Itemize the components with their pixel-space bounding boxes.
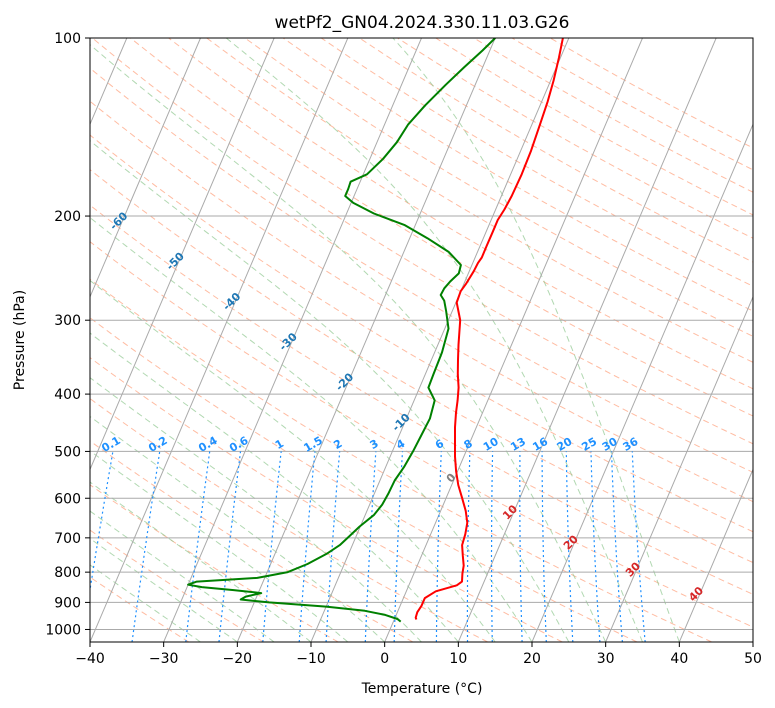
moist-adiabat xyxy=(90,450,349,642)
dry-adiabat xyxy=(168,38,753,390)
x-tick-label: 0 xyxy=(380,651,389,667)
isotherm-label: -70 xyxy=(51,169,74,192)
dry-adiabat xyxy=(90,241,753,628)
x-tick-label: 10 xyxy=(449,651,467,667)
axes: −40 −30 −20 −10 0 10 20 30 40 50 100 200 300 400 500 60… xyxy=(45,31,762,667)
line-labels: 0.10.20.40.611.52346810131620253036-100-… xyxy=(0,129,706,604)
isotherm-label: -20 xyxy=(333,370,356,393)
dry-adiabat xyxy=(90,440,414,642)
mixing-ratio-line xyxy=(519,451,523,642)
dry-adiabat xyxy=(90,484,339,642)
y-tick-label: 700 xyxy=(54,531,81,547)
temperature-label: 20 xyxy=(561,532,581,552)
isotherm-line xyxy=(752,640,753,642)
moist-adiabat xyxy=(90,279,496,642)
x-tick-label: −30 xyxy=(149,651,179,667)
dry-adiabat xyxy=(359,38,753,263)
isotherm-line xyxy=(605,295,753,642)
dry-adiabat xyxy=(282,38,753,312)
dry-adiabat xyxy=(90,398,488,642)
dry-adiabat xyxy=(435,38,753,216)
moist-adiabat xyxy=(90,332,459,642)
moist-adiabat xyxy=(90,510,275,642)
temperature-label: 40 xyxy=(686,584,706,604)
moist-adiabat xyxy=(90,481,312,642)
dry-adiabat xyxy=(90,100,753,503)
isotherm-label: -50 xyxy=(164,249,187,272)
x-tick-label: 20 xyxy=(523,651,541,667)
y-tick-label: 800 xyxy=(54,565,81,581)
dry-adiabat xyxy=(90,357,563,642)
moist-adiabat xyxy=(90,140,570,642)
temperature-profile xyxy=(414,38,564,620)
dry-adiabat xyxy=(549,38,753,149)
isotherm-label: -30 xyxy=(277,330,300,353)
isotherm-line xyxy=(384,38,643,642)
series xyxy=(187,38,564,623)
moist-adiabat xyxy=(90,44,607,642)
x-tick-label: −20 xyxy=(223,651,253,667)
x-axis-label: Temperature (°C) xyxy=(361,681,483,697)
mixing-ratio-line xyxy=(490,451,494,642)
y-tick-label: 600 xyxy=(54,491,81,507)
x-tick-label: 50 xyxy=(744,651,762,667)
dry-adiabat xyxy=(90,134,753,533)
y-tick-label: 400 xyxy=(54,387,81,403)
plot-frame xyxy=(89,37,754,643)
isotherm-line xyxy=(90,38,349,642)
y-tick-label: 200 xyxy=(54,209,81,225)
isotherm-line xyxy=(531,123,753,642)
y-tick-label: 300 xyxy=(54,313,81,329)
y-tick-label: 1000 xyxy=(45,622,81,638)
isotherm-line xyxy=(90,38,201,299)
moist-adiabat xyxy=(90,564,201,642)
mixing-ratio-label: 4 xyxy=(394,437,407,452)
moist-adiabat xyxy=(225,38,643,642)
dry-adiabat xyxy=(90,278,712,642)
mixing-ratio-line xyxy=(631,451,646,642)
y-tick-label: 500 xyxy=(54,444,81,460)
isotherm-label: -40 xyxy=(220,290,243,313)
dry-adiabat xyxy=(90,576,190,642)
mixing-ratio-line xyxy=(435,451,442,642)
dry-adiabat xyxy=(244,38,753,337)
x-tick-label: 40 xyxy=(670,651,688,667)
x-tick-label: −40 xyxy=(75,651,105,667)
dry-adiabat xyxy=(511,38,753,171)
isotherm-line xyxy=(457,38,717,642)
mixing-ratio-line xyxy=(90,451,114,594)
mixing-ratio-label: 3 xyxy=(368,437,381,452)
x-tick-label: −10 xyxy=(296,651,326,667)
moist-adiabat xyxy=(90,415,386,642)
mixing-ratio-label: 2 xyxy=(331,437,344,452)
isotherm-line xyxy=(678,468,753,642)
moist-adiabat xyxy=(392,38,680,642)
y-axis-label: Pressure (hPa) xyxy=(12,290,28,390)
isotherm-line xyxy=(310,38,570,642)
background-lines xyxy=(90,38,753,642)
moist-adiabat xyxy=(90,377,422,642)
isotherm-line xyxy=(90,38,275,471)
isotherm-line xyxy=(163,38,422,642)
y-tick-label: 900 xyxy=(54,595,81,611)
moist-adiabat xyxy=(90,537,238,642)
dewpoint-profile xyxy=(187,38,496,623)
dry-adiabat xyxy=(90,317,638,642)
isotherm-label: -80 xyxy=(0,129,18,152)
isotherm-label: -60 xyxy=(107,209,130,232)
moist-adiabat xyxy=(90,216,533,642)
dry-adiabat xyxy=(130,38,753,417)
dry-adiabat xyxy=(90,204,753,595)
mixing-ratio-line xyxy=(185,451,211,642)
chart-title: wetPf2_GN04.2024.330.11.03.G26 xyxy=(275,13,570,33)
isotherm-line xyxy=(236,38,496,642)
x-tick-label: 30 xyxy=(597,651,615,667)
isotherm-label: -10 xyxy=(390,411,413,434)
dry-adiabat xyxy=(91,38,753,445)
mixing-ratio-label: 1 xyxy=(273,437,286,452)
y-tick-label: 100 xyxy=(54,31,81,47)
dry-adiabat xyxy=(90,529,264,642)
